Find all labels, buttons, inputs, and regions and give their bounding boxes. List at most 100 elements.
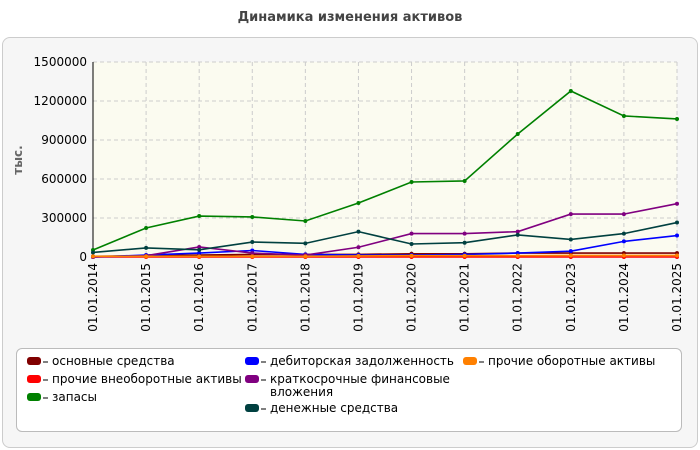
plot-area bbox=[93, 62, 677, 257]
legend-swatch bbox=[245, 357, 259, 365]
dash-icon bbox=[43, 379, 48, 381]
data-point bbox=[621, 231, 626, 236]
data-point bbox=[515, 232, 520, 237]
data-point bbox=[675, 116, 679, 121]
data-point bbox=[462, 253, 467, 258]
data-point bbox=[409, 179, 414, 184]
data-point bbox=[462, 178, 467, 183]
data-point bbox=[91, 254, 95, 259]
legend-item: основные средства bbox=[27, 355, 245, 370]
legend-dash bbox=[43, 391, 49, 406]
data-point bbox=[356, 229, 361, 234]
x-tick-label: 01.01.2014 bbox=[86, 263, 100, 332]
data-point bbox=[675, 233, 679, 238]
data-point bbox=[197, 247, 202, 252]
legend-item: дебиторская задолженность bbox=[245, 355, 463, 370]
x-tick-label: 01.01.2018 bbox=[298, 263, 312, 332]
legend-dash bbox=[261, 373, 267, 388]
dash-icon bbox=[479, 361, 484, 363]
data-point bbox=[568, 237, 573, 242]
series-line bbox=[92, 252, 677, 258]
data-point bbox=[144, 226, 149, 231]
x-tick-label: 01.01.2017 bbox=[245, 263, 259, 332]
legend-dash bbox=[261, 402, 267, 417]
data-point bbox=[675, 201, 679, 206]
legend-label: краткосрочные финансовые вложения bbox=[270, 372, 450, 399]
x-tick-label: 01.01.2024 bbox=[617, 263, 631, 332]
data-point bbox=[197, 214, 202, 219]
legend-dash bbox=[43, 373, 49, 388]
y-axis-label: тыс. bbox=[11, 145, 25, 174]
x-tick-label: 01.01.2023 bbox=[564, 263, 578, 332]
legend-dash bbox=[43, 355, 49, 370]
y-tick-label: 1500000 bbox=[34, 55, 87, 69]
x-tick-label: 01.01.2022 bbox=[511, 263, 525, 332]
legend-label: дебиторская задолженность bbox=[270, 354, 454, 368]
legend-swatch bbox=[27, 375, 41, 383]
data-point bbox=[515, 229, 520, 234]
x-tick-label: 01.01.2020 bbox=[405, 263, 419, 332]
data-point bbox=[356, 245, 361, 250]
data-point bbox=[621, 239, 626, 244]
data-point bbox=[409, 253, 414, 258]
y-tick-label: 900000 bbox=[41, 133, 87, 147]
dash-icon bbox=[43, 397, 48, 399]
legend-dash bbox=[479, 355, 485, 370]
data-point bbox=[462, 231, 467, 236]
data-point bbox=[303, 218, 308, 223]
data-point bbox=[250, 254, 255, 259]
data-point bbox=[568, 253, 573, 258]
legend-label: основные средства bbox=[52, 354, 175, 368]
legend-dash bbox=[261, 355, 267, 370]
data-point bbox=[515, 253, 520, 258]
series-line bbox=[92, 221, 678, 254]
legend-column: дебиторская задолженность краткосрочные ф… bbox=[245, 355, 463, 431]
legend-label: прочие внеоборотные активы bbox=[52, 372, 242, 386]
series-line bbox=[92, 90, 678, 251]
dash-icon bbox=[261, 408, 266, 410]
data-point bbox=[250, 251, 255, 256]
data-point bbox=[675, 220, 679, 225]
legend-item: прочие оборотные активы bbox=[463, 355, 681, 370]
legend-swatch bbox=[245, 375, 259, 383]
data-point bbox=[303, 254, 308, 259]
dash-icon bbox=[261, 379, 266, 381]
legend-label: прочие оборотные активы bbox=[488, 354, 656, 368]
data-point bbox=[356, 201, 361, 206]
x-tick-label: 01.01.2019 bbox=[351, 263, 365, 332]
legend-swatch bbox=[245, 404, 259, 412]
data-point bbox=[515, 132, 520, 137]
legend-label: денежные средства bbox=[270, 401, 399, 415]
x-tick-label: 01.01.2016 bbox=[192, 263, 206, 332]
series-line bbox=[92, 202, 678, 258]
data-point bbox=[568, 212, 573, 217]
x-tick-label: 01.01.2025 bbox=[670, 263, 684, 332]
legend-item: прочие внеоборотные активы bbox=[27, 373, 245, 388]
data-point bbox=[621, 113, 626, 118]
data-point bbox=[462, 240, 467, 245]
dash-icon bbox=[261, 361, 266, 363]
y-tick-label: 600000 bbox=[41, 172, 87, 186]
x-tick-label: 01.01.2021 bbox=[458, 263, 472, 332]
y-tick-label: 0 bbox=[79, 250, 87, 264]
data-point bbox=[144, 254, 149, 259]
data-point bbox=[303, 241, 308, 246]
data-point bbox=[568, 249, 573, 254]
data-point bbox=[409, 231, 414, 236]
data-point bbox=[356, 253, 361, 258]
y-tick-label: 300000 bbox=[41, 211, 87, 225]
data-point bbox=[409, 242, 414, 246]
legend-label: запасы bbox=[52, 390, 98, 404]
x-tick-label: 01.01.2015 bbox=[139, 263, 153, 332]
data-point bbox=[197, 254, 202, 259]
legend-item: краткосрочные финансовые вложения bbox=[245, 373, 463, 399]
data-point bbox=[250, 214, 255, 219]
dash-icon bbox=[43, 361, 48, 363]
legend-column: прочие оборотные активы bbox=[463, 355, 681, 431]
legend-swatch bbox=[27, 357, 41, 365]
data-point bbox=[568, 88, 573, 93]
data-point bbox=[197, 251, 202, 256]
legend-item: денежные средства bbox=[245, 402, 463, 417]
data-point bbox=[144, 245, 149, 250]
legend-column: основные средства прочие внеоборотные акт… bbox=[27, 355, 245, 431]
